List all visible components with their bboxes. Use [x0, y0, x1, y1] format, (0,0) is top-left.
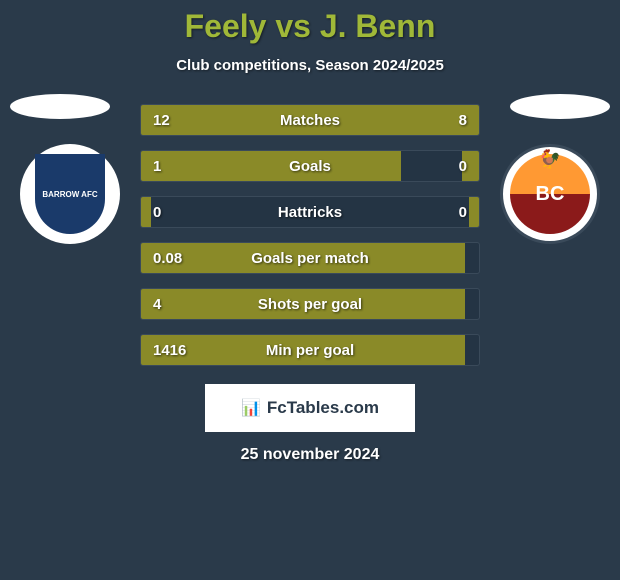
fctables-logo-box: 📊 FcTables.com	[205, 384, 415, 432]
stat-value-left: 1416	[153, 342, 186, 359]
player-left-icon	[10, 94, 110, 119]
comparison-area: BARROW AFC BC 12 Matches 8 1 Goals	[0, 104, 620, 366]
stat-bar-shots-per-goal: 4 Shots per goal	[140, 288, 480, 320]
stat-label: Shots per goal	[258, 296, 362, 313]
stat-bar-goals-per-match: 0.08 Goals per match	[140, 242, 480, 274]
bar-fill-left	[141, 197, 151, 227]
player-right-icon	[510, 94, 610, 119]
fctables-label: FcTables.com	[267, 398, 379, 418]
club-badge-right-label: BC	[536, 183, 565, 206]
stat-value-left: 1	[153, 158, 161, 175]
stat-value-left: 0.08	[153, 250, 182, 267]
stat-label: Matches	[280, 112, 340, 129]
stat-bar-matches: 12 Matches 8	[140, 104, 480, 136]
stat-value-left: 12	[153, 112, 170, 129]
stat-label: Goals	[289, 158, 331, 175]
stat-bar-hattricks: 0 Hattricks 0	[140, 196, 480, 228]
bar-fill-right	[469, 197, 479, 227]
stats-column: 12 Matches 8 1 Goals 0 0 Hattricks 0	[140, 104, 480, 366]
stat-bar-min-per-goal: 1416 Min per goal	[140, 334, 480, 366]
club-badge-left: BARROW AFC	[20, 144, 120, 244]
main-container: Feely vs J. Benn Club competitions, Seas…	[0, 0, 620, 580]
stat-label: Min per goal	[266, 342, 354, 359]
stat-value-right: 0	[459, 204, 467, 221]
club-badge-right-circle: BC	[510, 154, 590, 234]
club-badge-left-label: BARROW AFC	[42, 190, 97, 199]
chart-icon: 📊	[241, 398, 261, 418]
date-text: 25 november 2024	[241, 446, 380, 464]
stat-label: Goals per match	[251, 250, 369, 267]
club-badge-left-shield: BARROW AFC	[35, 154, 105, 234]
club-badge-right: BC	[500, 144, 600, 244]
stat-value-right: 8	[459, 112, 467, 129]
stat-value-left: 4	[153, 296, 161, 313]
stat-value-right: 0	[459, 158, 467, 175]
stat-label: Hattricks	[278, 204, 342, 221]
stat-value-left: 0	[153, 204, 161, 221]
subtitle: Club competitions, Season 2024/2025	[176, 57, 444, 74]
page-title: Feely vs J. Benn	[185, 8, 436, 45]
bar-fill-left	[141, 151, 401, 181]
stat-bar-goals: 1 Goals 0	[140, 150, 480, 182]
